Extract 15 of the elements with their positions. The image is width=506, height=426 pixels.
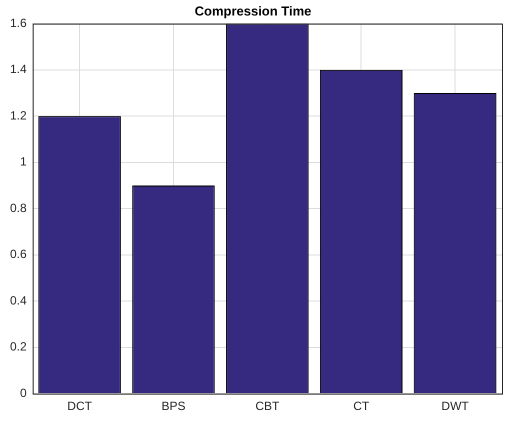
y-tick-label: 1.6 [10, 16, 27, 30]
y-tick-label: 1.2 [10, 108, 27, 122]
y-tick-label: 0.8 [10, 200, 27, 215]
y-tick-label: 0.4 [10, 293, 27, 308]
y-tick-label: 0.2 [10, 340, 27, 354]
y-tick-label: 0.6 [10, 247, 27, 262]
x-tick-label: BPS [161, 399, 186, 414]
chart-title: Compression Time [194, 3, 312, 18]
x-tick-label: CT [353, 399, 370, 414]
x-tick-label: CBT [255, 399, 280, 414]
x-tick-label: DCT [67, 399, 93, 414]
y-tick-label: 0 [20, 386, 27, 400]
x-tick-label: DWT [441, 399, 470, 414]
y-tick-label: 1.4 [10, 62, 27, 76]
y-tick-label: 1 [20, 154, 27, 169]
